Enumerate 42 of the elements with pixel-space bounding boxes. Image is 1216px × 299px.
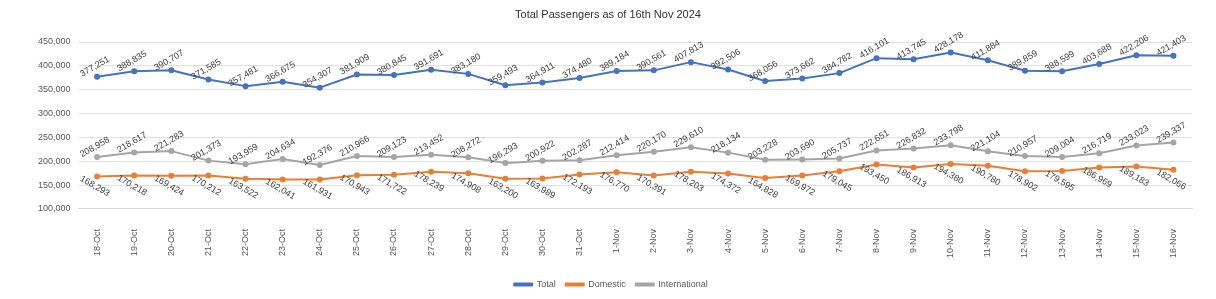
x-tick-label: 30-Oct: [536, 228, 547, 256]
x-tick-label: 25-Oct: [351, 228, 362, 256]
x-tick-label: 6-Nov: [796, 228, 807, 253]
legend-label: International: [658, 278, 708, 289]
y-tick-label: 200,000: [37, 155, 71, 166]
x-tick-label: 14-Nov: [1093, 228, 1104, 258]
y-tick-label: 400,000: [37, 60, 71, 71]
y-tick-label: 250,000: [37, 131, 71, 142]
legend-label: Domestic: [588, 278, 627, 289]
x-tick-label: 2-Nov: [648, 228, 659, 253]
x-tick-label: 23-Oct: [277, 228, 288, 256]
x-tick-label: 21-Oct: [202, 228, 213, 256]
x-tick-label: 5-Nov: [759, 228, 770, 253]
x-tick-label: 3-Nov: [685, 228, 696, 253]
x-tick-label: 4-Nov: [722, 228, 733, 253]
x-tick-label: 8-Nov: [871, 228, 881, 253]
x-tick-label: 22-Oct: [240, 228, 251, 256]
y-tick-label: 450,000: [37, 36, 71, 47]
x-tick-label: 31-Oct: [574, 228, 585, 256]
x-tick-label: 1-Nov: [611, 228, 622, 253]
x-tick-label: 12-Nov: [1019, 228, 1030, 258]
x-tick-label: 18-Oct: [91, 228, 102, 256]
y-tick-label: 350,000: [37, 84, 71, 95]
x-tick-label: 11-Nov: [982, 228, 993, 258]
x-tick-label: 29-Oct: [499, 228, 510, 256]
x-tick-label: 13-Nov: [1056, 228, 1067, 258]
x-tick-label: 27-Oct: [425, 228, 436, 256]
x-tick-label: 16-Nov: [1167, 228, 1178, 258]
x-tick-label: 26-Oct: [388, 228, 399, 256]
y-tick-label: 100,000: [37, 203, 71, 214]
y-tick-label: 300,000: [37, 108, 71, 119]
x-tick-label: 7-Nov: [833, 228, 844, 253]
chart-title: Total Passengers as of 16th Nov 2024: [514, 7, 702, 22]
x-tick-label: 10-Nov: [945, 228, 956, 258]
x-tick-label: 15-Nov: [1130, 228, 1141, 258]
x-tick-label: 20-Oct: [165, 228, 176, 256]
x-tick-label: 19-Oct: [128, 228, 139, 256]
x-tick-label: 9-Nov: [908, 228, 919, 253]
x-tick-label: 24-Oct: [314, 228, 325, 256]
y-tick-label: 150,000: [37, 179, 71, 190]
x-tick-label: 28-Oct: [462, 228, 473, 256]
legend-label: Total: [536, 278, 556, 289]
